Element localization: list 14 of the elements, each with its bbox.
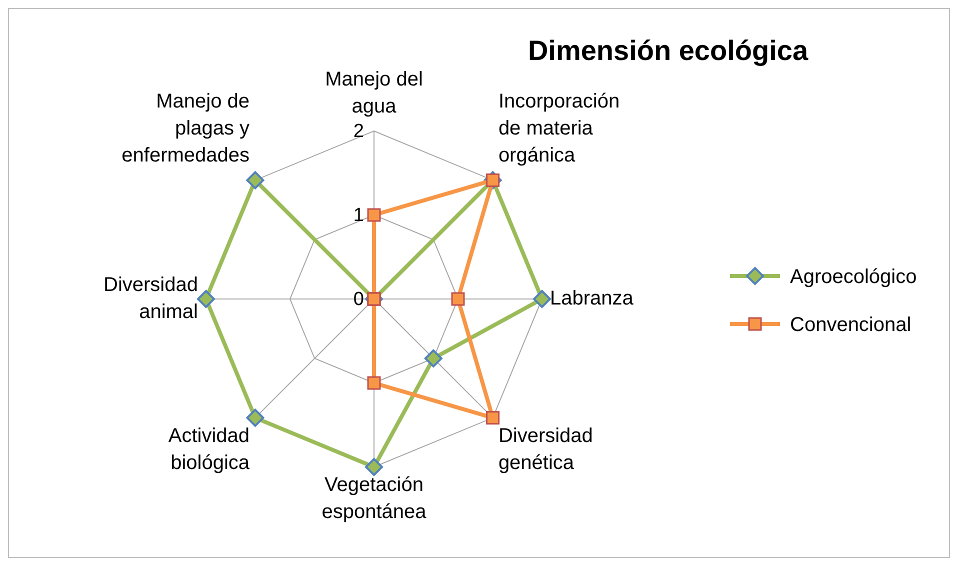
legend-label: Convencional: [790, 314, 912, 336]
chart-title: Dimensión ecológica: [528, 35, 808, 66]
spoke-label: Diversidad genética: [498, 424, 593, 474]
spoke-label: Incorporación de materia orgánica: [498, 90, 620, 166]
y-tick-label: 0: [353, 289, 364, 310]
spoke-label: Manejo de plagas y enfermedades: [122, 90, 250, 166]
spoke-label: Vegetación espontánea: [322, 474, 428, 523]
spoke-label: Diversidad animal: [104, 274, 198, 323]
y-tick-label: 2: [353, 121, 364, 142]
spoke-label: Labranza: [550, 287, 634, 310]
spoke-label: Manejo del agua: [325, 68, 423, 118]
legend-label: Agroecológico: [790, 266, 917, 288]
spoke-label: Actividad biológica: [168, 424, 250, 474]
y-tick-label: 1: [353, 205, 364, 226]
